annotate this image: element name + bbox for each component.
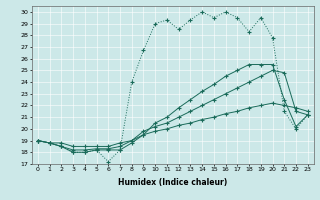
X-axis label: Humidex (Indice chaleur): Humidex (Indice chaleur) — [118, 178, 228, 187]
